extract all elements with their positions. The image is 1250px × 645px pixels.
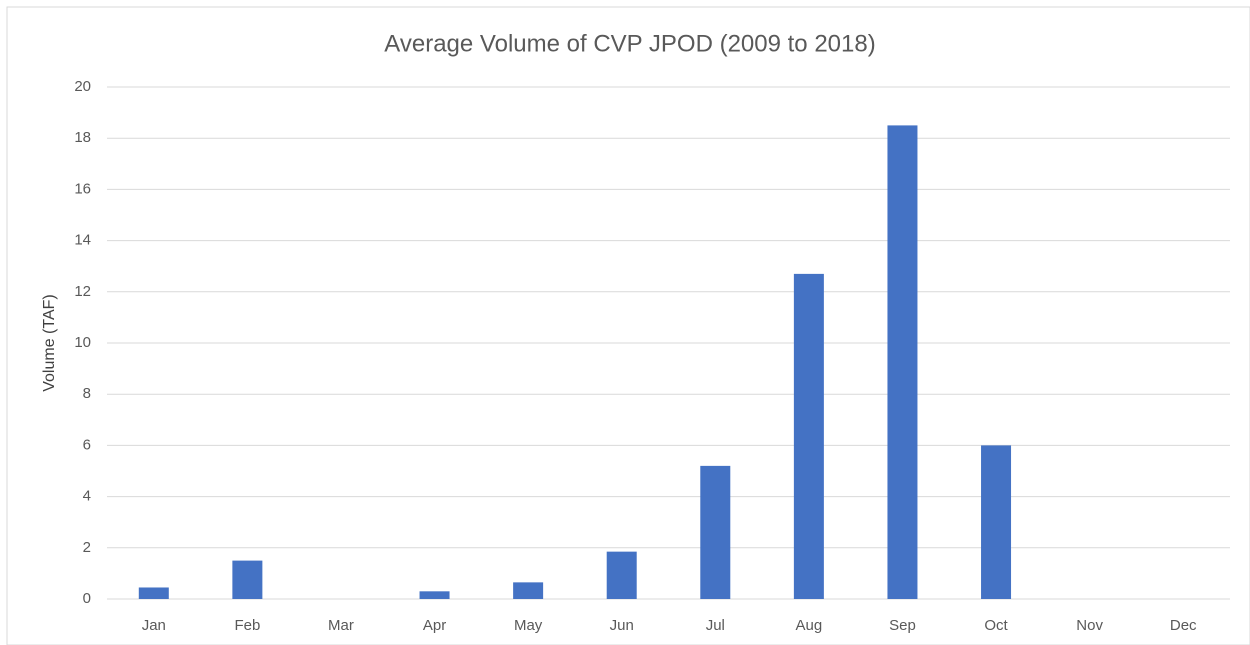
bar xyxy=(793,273,824,599)
bar xyxy=(138,587,169,599)
x-tick-label: Mar xyxy=(328,617,354,634)
x-tick-label: Aug xyxy=(796,617,823,634)
y-tick-label: 0 xyxy=(83,590,91,607)
x-tick-label: Apr xyxy=(423,617,446,634)
y-tick-label: 20 xyxy=(74,78,91,95)
bar xyxy=(700,465,731,599)
chart-title: Average Volume of CVP JPOD (2009 to 2018… xyxy=(384,30,875,57)
y-tick-label: 14 xyxy=(74,232,91,249)
bar xyxy=(419,591,450,599)
x-tick-label: Dec xyxy=(1170,617,1197,634)
y-tick-label: 12 xyxy=(74,283,91,300)
chart-frame xyxy=(6,6,1250,645)
bar xyxy=(232,560,263,599)
y-tick-label: 2 xyxy=(83,539,91,556)
x-tick-label: Jul xyxy=(706,617,725,634)
bar xyxy=(606,551,637,599)
bar xyxy=(981,445,1012,599)
x-tick-label: May xyxy=(514,617,543,634)
y-axis-label: Volume (TAF) xyxy=(41,294,58,392)
y-tick-label: 4 xyxy=(83,488,91,505)
x-tick-label: Nov xyxy=(1076,617,1103,634)
y-tick-label: 18 xyxy=(74,129,91,146)
x-tick-label: Feb xyxy=(234,617,260,634)
y-tick-label: 16 xyxy=(74,180,91,197)
y-tick-label: 10 xyxy=(74,334,91,351)
bar xyxy=(513,582,544,599)
bar xyxy=(887,125,918,600)
x-tick-label: Jan xyxy=(142,617,166,634)
y-tick-label: 6 xyxy=(83,436,91,453)
x-tick-label: Oct xyxy=(984,617,1008,634)
x-tick-label: Jun xyxy=(610,617,634,634)
x-tick-label: Sep xyxy=(889,617,916,634)
y-tick-label: 8 xyxy=(83,385,91,402)
